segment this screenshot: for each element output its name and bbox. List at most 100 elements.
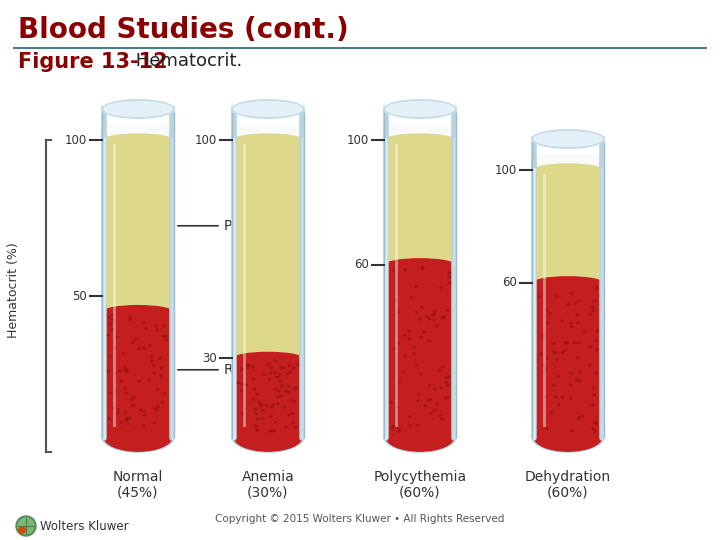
- Ellipse shape: [422, 268, 424, 269]
- Ellipse shape: [445, 377, 447, 379]
- Ellipse shape: [261, 418, 264, 420]
- Ellipse shape: [285, 390, 287, 392]
- Ellipse shape: [273, 430, 276, 431]
- Ellipse shape: [415, 286, 418, 287]
- Ellipse shape: [546, 309, 548, 311]
- Ellipse shape: [550, 411, 553, 414]
- Ellipse shape: [143, 347, 145, 349]
- Bar: [104, 140, 172, 312]
- Ellipse shape: [289, 371, 292, 373]
- Text: RBCs: RBCs: [224, 363, 260, 377]
- Ellipse shape: [140, 409, 142, 411]
- Ellipse shape: [245, 384, 248, 386]
- Ellipse shape: [108, 418, 111, 420]
- Ellipse shape: [419, 318, 421, 320]
- Ellipse shape: [554, 396, 557, 398]
- Text: Figure 13-12: Figure 13-12: [18, 52, 168, 72]
- Ellipse shape: [410, 296, 413, 299]
- Ellipse shape: [593, 387, 595, 389]
- Ellipse shape: [109, 393, 112, 394]
- Bar: [534, 269, 602, 438]
- Ellipse shape: [132, 404, 135, 406]
- Ellipse shape: [428, 318, 431, 320]
- Ellipse shape: [397, 342, 400, 345]
- Ellipse shape: [426, 316, 428, 318]
- Ellipse shape: [115, 336, 117, 338]
- Ellipse shape: [596, 330, 598, 332]
- Ellipse shape: [431, 413, 433, 414]
- Ellipse shape: [104, 306, 172, 318]
- Ellipse shape: [234, 353, 302, 364]
- Ellipse shape: [552, 384, 555, 386]
- Ellipse shape: [134, 338, 137, 340]
- Ellipse shape: [117, 409, 120, 411]
- Ellipse shape: [446, 396, 449, 399]
- Ellipse shape: [384, 100, 456, 118]
- Ellipse shape: [424, 405, 426, 407]
- Ellipse shape: [143, 410, 145, 413]
- Ellipse shape: [546, 357, 549, 359]
- Ellipse shape: [436, 325, 438, 326]
- Ellipse shape: [125, 369, 128, 371]
- Ellipse shape: [552, 351, 554, 353]
- Ellipse shape: [150, 360, 153, 362]
- Ellipse shape: [271, 404, 274, 406]
- Bar: [386, 125, 454, 437]
- Ellipse shape: [542, 336, 544, 338]
- Ellipse shape: [165, 335, 167, 337]
- Text: (60%): (60%): [547, 485, 589, 499]
- Ellipse shape: [549, 313, 551, 315]
- Text: 60: 60: [502, 276, 517, 289]
- Ellipse shape: [532, 130, 604, 148]
- Ellipse shape: [240, 390, 243, 392]
- Text: Anemia: Anemia: [242, 470, 294, 484]
- Text: Plasma: Plasma: [224, 219, 274, 233]
- Ellipse shape: [402, 370, 405, 373]
- Ellipse shape: [588, 364, 591, 366]
- Text: 100: 100: [65, 133, 87, 146]
- Ellipse shape: [256, 429, 258, 430]
- Ellipse shape: [104, 134, 172, 146]
- Ellipse shape: [571, 430, 573, 431]
- Ellipse shape: [104, 422, 172, 451]
- Bar: [386, 140, 454, 265]
- Circle shape: [18, 518, 34, 534]
- Ellipse shape: [576, 379, 578, 381]
- Ellipse shape: [448, 276, 451, 278]
- Ellipse shape: [156, 329, 158, 331]
- Ellipse shape: [274, 376, 277, 378]
- Ellipse shape: [296, 364, 299, 366]
- Text: 100: 100: [495, 164, 517, 177]
- Ellipse shape: [252, 399, 254, 400]
- Ellipse shape: [111, 314, 114, 316]
- Ellipse shape: [274, 372, 276, 373]
- Ellipse shape: [148, 379, 150, 381]
- Ellipse shape: [397, 311, 400, 313]
- Ellipse shape: [153, 373, 156, 374]
- Ellipse shape: [153, 422, 156, 424]
- Ellipse shape: [242, 413, 245, 414]
- Ellipse shape: [241, 383, 243, 385]
- Ellipse shape: [276, 396, 279, 397]
- Ellipse shape: [546, 322, 549, 324]
- Ellipse shape: [254, 408, 256, 410]
- Ellipse shape: [245, 364, 248, 366]
- Ellipse shape: [561, 352, 564, 354]
- Ellipse shape: [396, 406, 398, 408]
- Ellipse shape: [125, 369, 127, 370]
- Ellipse shape: [116, 413, 119, 414]
- Ellipse shape: [573, 342, 575, 343]
- Ellipse shape: [579, 380, 581, 382]
- Ellipse shape: [420, 267, 423, 268]
- Ellipse shape: [413, 347, 415, 349]
- Text: 60: 60: [354, 258, 369, 271]
- Ellipse shape: [428, 384, 431, 387]
- Ellipse shape: [445, 382, 447, 383]
- Ellipse shape: [102, 100, 174, 118]
- Text: Hematocrit (%): Hematocrit (%): [7, 242, 20, 338]
- Ellipse shape: [109, 323, 112, 325]
- Ellipse shape: [145, 328, 148, 329]
- Ellipse shape: [594, 422, 597, 423]
- Ellipse shape: [256, 394, 258, 395]
- Ellipse shape: [433, 313, 436, 315]
